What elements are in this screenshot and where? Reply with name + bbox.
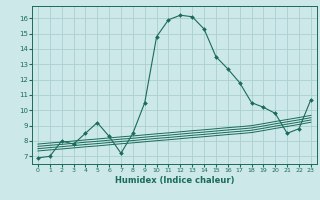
X-axis label: Humidex (Indice chaleur): Humidex (Indice chaleur) (115, 176, 234, 185)
